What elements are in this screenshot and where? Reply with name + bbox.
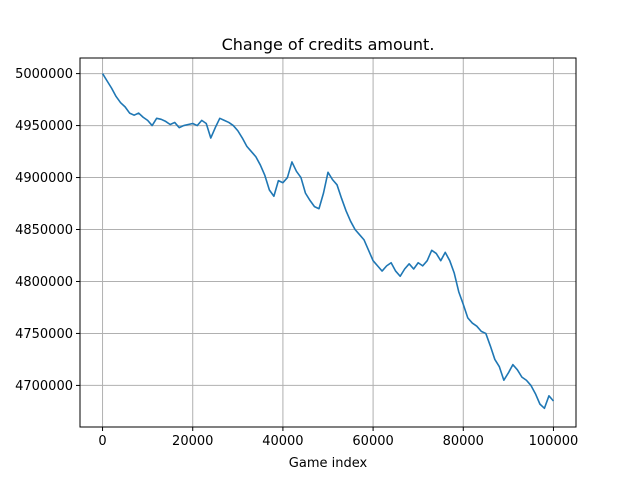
y-tick-label: 4900000 (15, 171, 73, 186)
x-tick-label: 60000 (352, 434, 393, 449)
x-tick-label: 80000 (443, 434, 484, 449)
x-axis-label: Game index (289, 456, 368, 471)
x-tick-label: 20000 (172, 434, 213, 449)
x-tick-label: 100000 (529, 434, 579, 449)
chart-title: Change of credits amount. (222, 35, 435, 54)
grid (80, 58, 576, 427)
x-tick-label: 0 (98, 434, 106, 449)
y-tick-label: 4750000 (15, 327, 73, 342)
y-tick-label: 4700000 (15, 379, 73, 394)
axis-ticks: 0 20000 40000 60000 80000 100000 4700000 475000… (15, 67, 578, 449)
y-tick-label: 4800000 (15, 275, 73, 290)
series-layer (101, 73, 555, 410)
series-line (101, 73, 555, 410)
y-tick-label: 5000000 (15, 67, 73, 82)
plot-frame (79, 57, 577, 428)
y-tick-label: 4950000 (15, 119, 73, 134)
y-tick-label: 4850000 (15, 223, 73, 238)
x-tick-label: 40000 (262, 434, 303, 449)
